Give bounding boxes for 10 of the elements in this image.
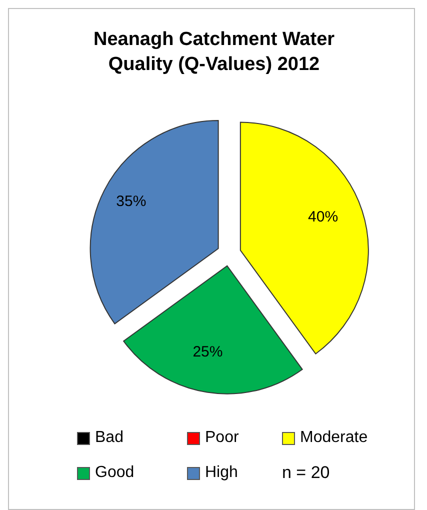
data-label: 40% [308, 208, 338, 226]
data-label: 25% [192, 343, 223, 360]
legend-label: Bad [95, 429, 124, 447]
legend-label: Good [95, 464, 134, 482]
text: n = 20 [282, 463, 331, 483]
legend-label: High [205, 464, 238, 482]
legend-label: Poor [205, 429, 239, 447]
legend-label: Moderate [300, 429, 368, 447]
chart-title: Neanagh Catchment Water Quality (Q-Values) 2012 [92, 28, 336, 77]
data-label: 35% [116, 193, 146, 210]
